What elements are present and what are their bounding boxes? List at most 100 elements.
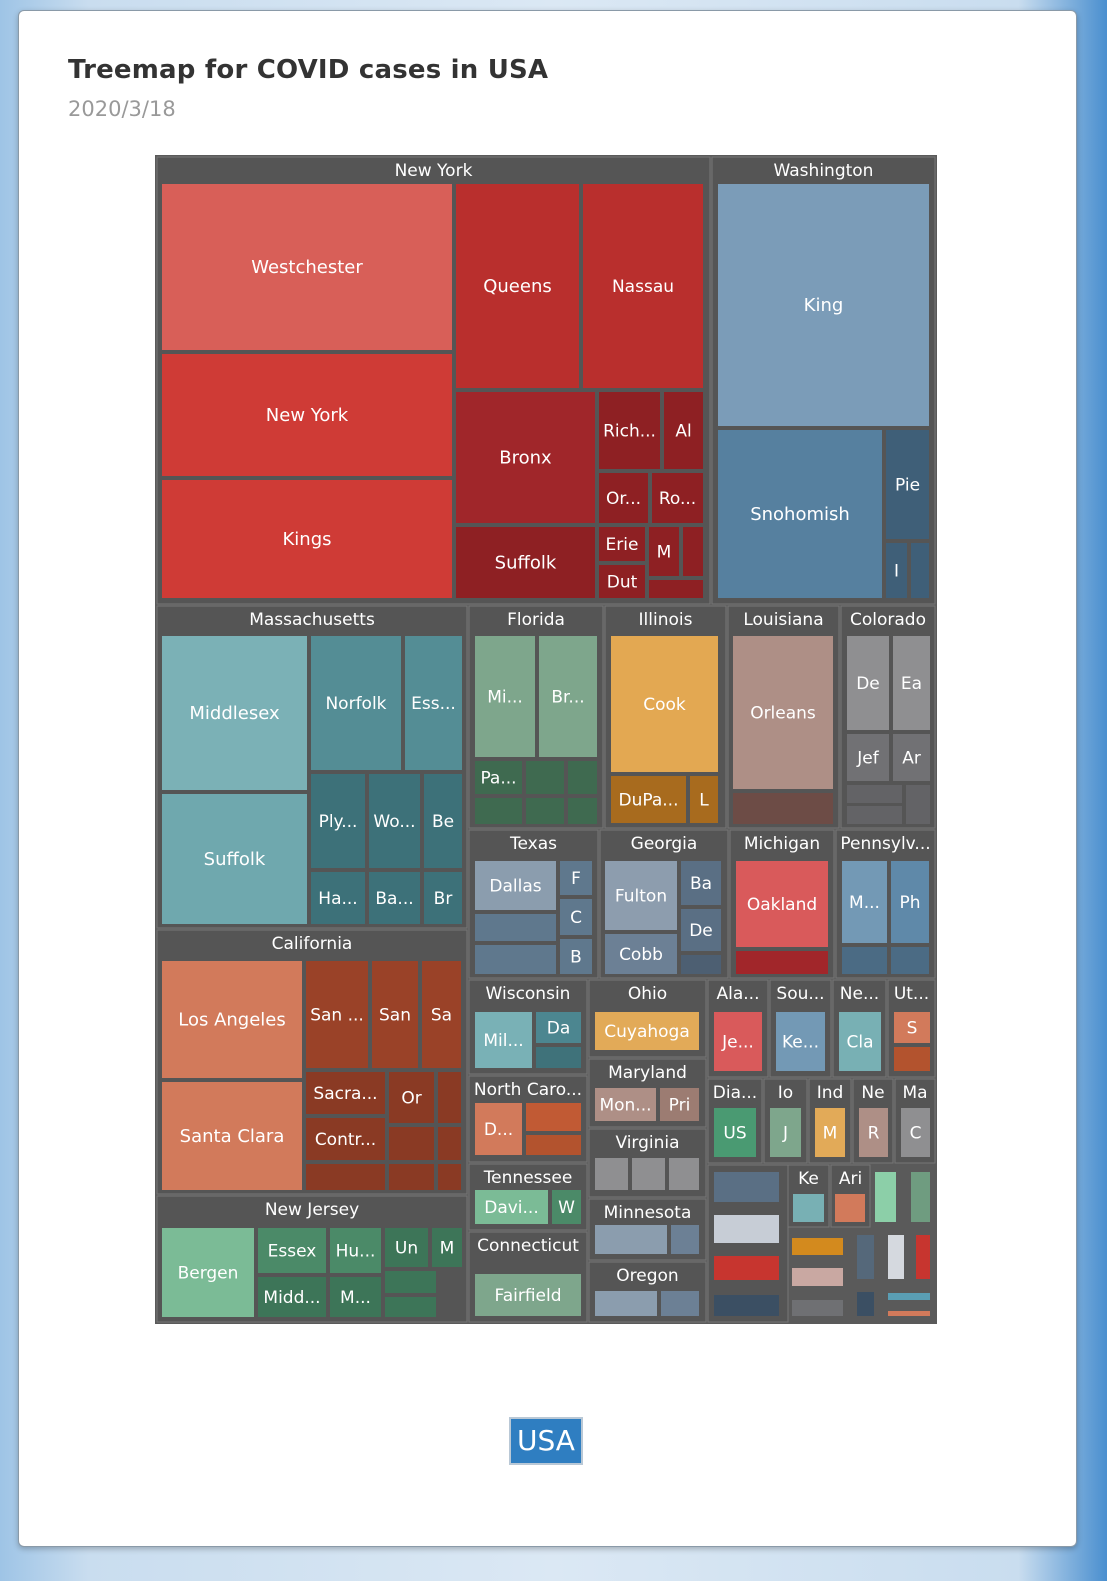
treemap-cell-m[interactable]: M bbox=[432, 1228, 462, 1267]
treemap-cell-cell[interactable] bbox=[714, 1215, 779, 1243]
treemap-cell-w[interactable]: W bbox=[552, 1190, 581, 1224]
group-illinois[interactable]: Illinois Cook DuPa... L bbox=[604, 605, 727, 829]
treemap-cell-cell[interactable] bbox=[595, 1291, 657, 1316]
treemap-cell-cell[interactable] bbox=[595, 1225, 667, 1254]
treemap-cell-middlesex[interactable]: Middlesex bbox=[162, 636, 307, 790]
treemap-cell-cell[interactable] bbox=[438, 1072, 461, 1123]
treemap-cell-hu[interactable]: Hu... bbox=[330, 1228, 381, 1273]
treemap-cell-c[interactable]: C bbox=[560, 899, 592, 935]
treemap-cell-cell[interactable] bbox=[733, 793, 833, 824]
group-louisiana[interactable]: Louisiana Orleans bbox=[727, 605, 840, 829]
treemap-cell-cell[interactable] bbox=[916, 1235, 930, 1279]
group-io[interactable]: Io J bbox=[763, 1078, 808, 1164]
treemap-cell-m[interactable]: M... bbox=[330, 1277, 381, 1317]
treemap-cell-dut[interactable]: Dut bbox=[599, 565, 645, 598]
treemap-cell-orleans[interactable]: Orleans bbox=[733, 636, 833, 789]
treemap-cell-cell[interactable] bbox=[526, 761, 564, 794]
group-colorado[interactable]: Colorado De Ea Jef Ar bbox=[840, 605, 936, 829]
treemap-cell-m[interactable]: M bbox=[815, 1108, 845, 1157]
group-ut[interactable]: Ut... S bbox=[887, 979, 936, 1078]
treemap-cell-cell[interactable] bbox=[792, 1300, 843, 1316]
treemap-cell-cell[interactable] bbox=[875, 1172, 896, 1222]
treemap-cell-cell[interactable] bbox=[847, 785, 902, 803]
treemap-cell-cell[interactable] bbox=[632, 1158, 665, 1190]
treemap-cell-ar[interactable]: Ar bbox=[893, 734, 930, 781]
treemap-cell-br[interactable]: Br bbox=[424, 872, 462, 924]
treemap-cell-cell[interactable] bbox=[595, 1158, 628, 1190]
group-ind[interactable]: Ind M bbox=[808, 1078, 852, 1164]
treemap-cell-j[interactable]: J bbox=[770, 1108, 801, 1157]
group-new-york[interactable]: New York Westchester Queens Nassau New York K… bbox=[156, 156, 711, 605]
treemap-cell-m[interactable]: M bbox=[649, 527, 679, 576]
group-florida[interactable]: Florida Mi... Br... Pa... bbox=[468, 605, 604, 829]
treemap-cell-cell[interactable] bbox=[793, 1194, 824, 1222]
treemap-cell-cook[interactable]: Cook bbox=[611, 636, 718, 772]
treemap-cell-ha[interactable]: Ha... bbox=[311, 872, 365, 924]
treemap-cell-norfolk[interactable]: Norfolk bbox=[311, 636, 401, 770]
treemap-cell-cell[interactable] bbox=[669, 1158, 699, 1190]
treemap-cell-cell[interactable] bbox=[714, 1295, 779, 1316]
treemap-cell-erie[interactable]: Erie bbox=[599, 527, 645, 561]
treemap-cell-fulton[interactable]: Fulton bbox=[605, 861, 677, 930]
treemap-cell-snohomish[interactable]: Snohomish bbox=[718, 430, 882, 598]
group-michigan[interactable]: Michigan Oakland bbox=[729, 829, 835, 979]
treemap-cell-cell[interactable] bbox=[736, 951, 828, 974]
treemap-cell-cell[interactable] bbox=[911, 1172, 930, 1222]
group-ala[interactable]: Ala... Je... bbox=[707, 979, 769, 1078]
treemap-cell-san[interactable]: San ... bbox=[306, 961, 368, 1068]
treemap-cell-cell[interactable] bbox=[792, 1238, 843, 1255]
treemap-cell-cell[interactable] bbox=[385, 1271, 436, 1293]
group-ne[interactable]: Ne... Cla bbox=[832, 979, 887, 1078]
treemap-cell-cell[interactable] bbox=[389, 1127, 434, 1160]
treemap-cell-de[interactable]: De bbox=[681, 909, 721, 951]
group-ma[interactable]: Ma C bbox=[894, 1078, 936, 1164]
treemap-cell-us[interactable]: US bbox=[714, 1108, 756, 1157]
treemap-cell-cell[interactable] bbox=[661, 1291, 699, 1316]
group-new-jersey[interactable]: New Jersey Bergen Essex Hu... Un M Midd... M... bbox=[156, 1195, 468, 1323]
treemap-cell-davi[interactable]: Davi... bbox=[475, 1190, 548, 1224]
group-wisconsin[interactable]: Wisconsin Mil... Da bbox=[468, 979, 588, 1075]
treemap-cell-cell[interactable] bbox=[475, 945, 556, 974]
treemap-cell-cell[interactable] bbox=[835, 1194, 865, 1222]
group-washington[interactable]: Washington King Snohomish Pie I bbox=[711, 156, 936, 605]
treemap-cell-i[interactable]: I bbox=[886, 543, 907, 598]
treemap-cell-cell[interactable] bbox=[847, 806, 902, 824]
treemap-cell-bronx[interactable]: Bronx bbox=[456, 392, 595, 523]
treemap-cell-sa[interactable]: Sa bbox=[422, 961, 461, 1068]
treemap-cell-al[interactable]: Al bbox=[664, 392, 703, 469]
treemap-cell-pie[interactable]: Pie bbox=[886, 430, 929, 539]
group-massachusetts[interactable]: Massachusetts Middlesex Norfolk Ess... Suffo… bbox=[156, 605, 468, 929]
treemap-cell-ph[interactable]: Ph bbox=[891, 861, 929, 943]
treemap-cell-cell[interactable] bbox=[475, 798, 522, 824]
treemap-cell-midd[interactable]: Midd... bbox=[258, 1277, 326, 1317]
treemap-cell-ea[interactable]: Ea bbox=[893, 636, 930, 730]
group-minnesota[interactable]: Minnesota bbox=[588, 1198, 707, 1261]
treemap-cell-b[interactable]: B bbox=[560, 939, 592, 974]
treemap-cell-wo[interactable]: Wo... bbox=[369, 774, 420, 868]
treemap-cell-nassau[interactable]: Nassau bbox=[583, 184, 703, 388]
treemap-cell-santa-clara[interactable]: Santa Clara bbox=[162, 1082, 302, 1190]
treemap-cell-cell[interactable] bbox=[438, 1127, 461, 1160]
treemap-cell-dallas[interactable]: Dallas bbox=[475, 861, 556, 910]
treemap-cell-cell[interactable] bbox=[649, 580, 703, 598]
group-virginia[interactable]: Virginia bbox=[588, 1128, 707, 1198]
treemap-cell-oakland[interactable]: Oakland bbox=[736, 861, 828, 947]
group-georgia[interactable]: Georgia Fulton Ba De Cobb bbox=[599, 829, 729, 979]
treemap-cell-cell[interactable] bbox=[714, 1172, 779, 1202]
treemap-cell-ess[interactable]: Ess... bbox=[405, 636, 462, 770]
treemap-cell-san[interactable]: San bbox=[372, 961, 418, 1068]
treemap-cell-cell[interactable] bbox=[911, 543, 929, 598]
treemap-cell-da[interactable]: Da bbox=[536, 1012, 581, 1043]
treemap-cell-cell[interactable] bbox=[857, 1292, 874, 1316]
treemap-cell-d[interactable]: D... bbox=[475, 1103, 522, 1155]
group-ke[interactable]: Ke bbox=[787, 1164, 830, 1228]
treemap-cell-ro[interactable]: Ro... bbox=[652, 473, 703, 523]
group-maryland[interactable]: Maryland Mon... Pri bbox=[588, 1058, 707, 1128]
group-ari[interactable]: Ari bbox=[830, 1164, 871, 1228]
treemap-cell-cell[interactable] bbox=[385, 1297, 436, 1317]
treemap-cell-cell[interactable] bbox=[683, 527, 703, 576]
treemap-cell-essex[interactable]: Essex bbox=[258, 1228, 326, 1273]
treemap-cell-cell[interactable] bbox=[888, 1235, 904, 1279]
treemap-cell-f[interactable]: F bbox=[560, 861, 592, 895]
